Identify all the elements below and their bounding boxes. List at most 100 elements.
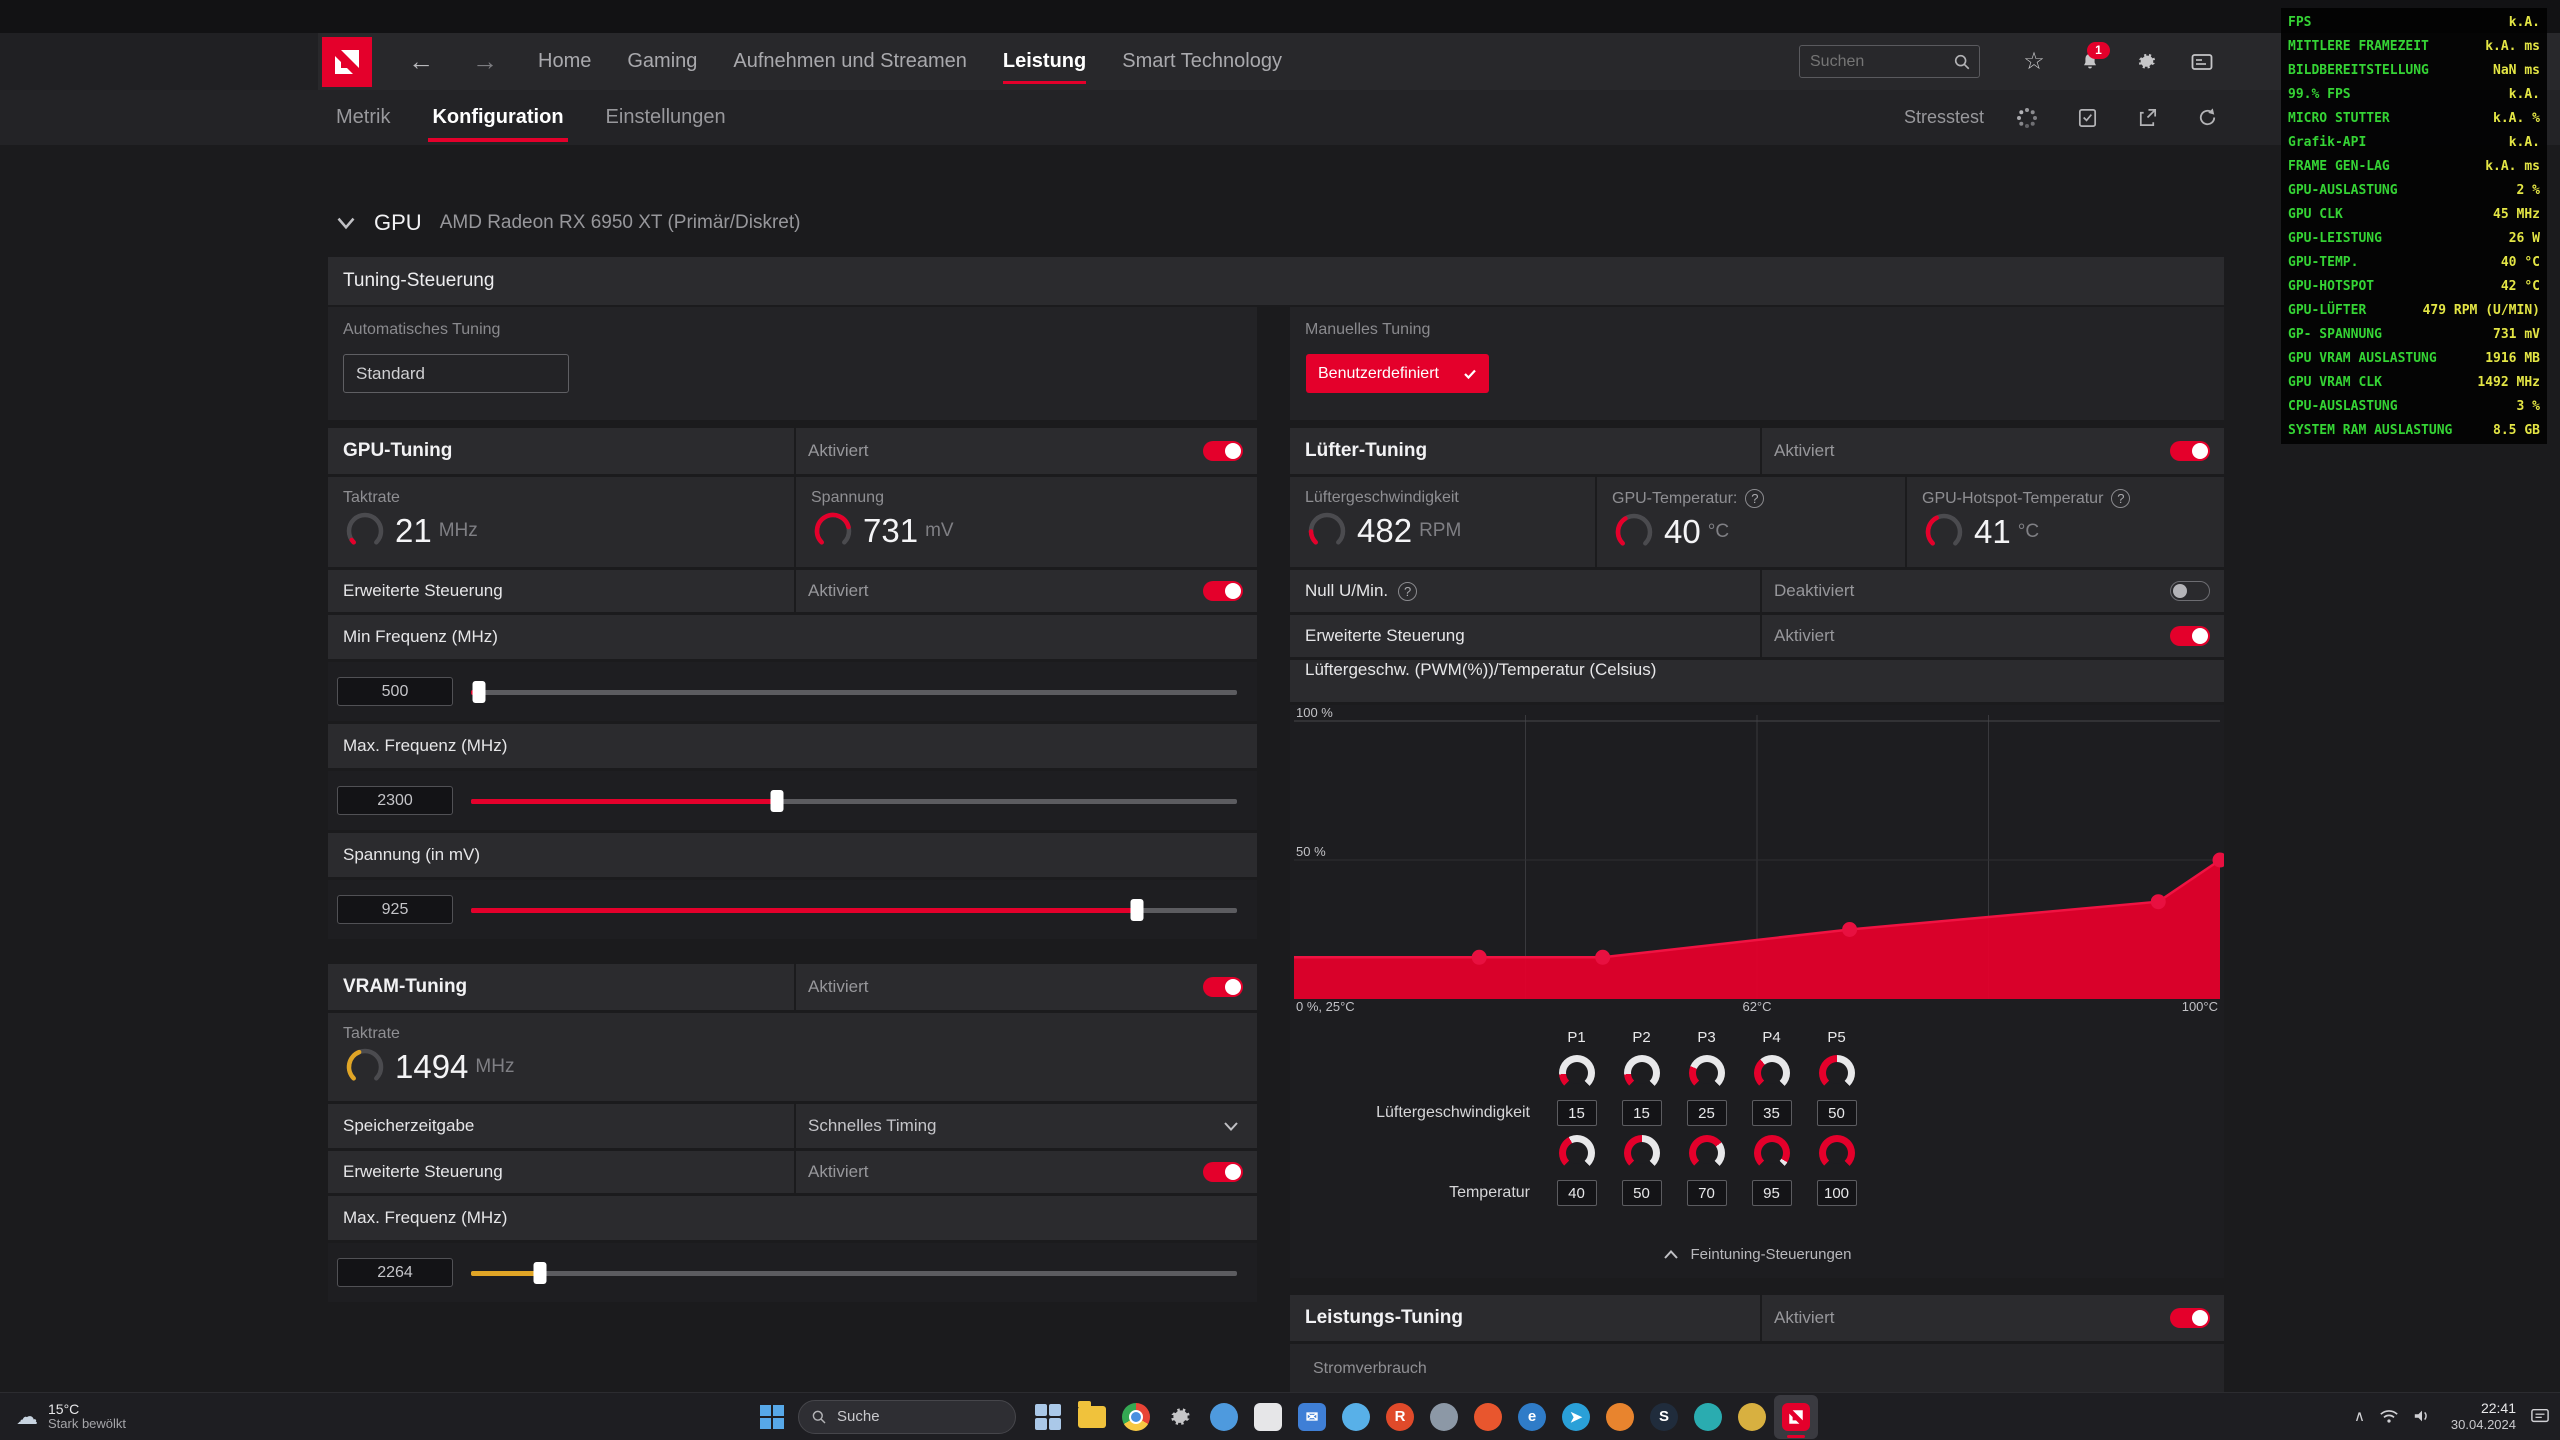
app-grey-icon[interactable] [1422, 1395, 1466, 1439]
slider-value-input[interactable]: 925 [337, 895, 453, 924]
chrome-icon[interactable] [1114, 1395, 1158, 1439]
brave-icon[interactable] [1466, 1395, 1510, 1439]
help-icon[interactable]: ? [1745, 489, 1765, 508]
vram-advanced-toggle[interactable] [1203, 1162, 1243, 1182]
app-r-icon[interactable]: R [1378, 1395, 1422, 1439]
subnav-tab-metrik[interactable]: Metrik [336, 106, 391, 128]
stresstest-spinner-icon[interactable] [2010, 98, 2044, 138]
share-export-icon[interactable] [2130, 98, 2164, 138]
media-icon[interactable] [1730, 1395, 1774, 1439]
settings-icon[interactable] [1158, 1395, 1202, 1439]
fan-point-knob[interactable] [1623, 1055, 1660, 1091]
fan-speed-value-input[interactable]: 15 [1556, 1100, 1597, 1126]
gpu-tuning-toggle[interactable] [1203, 441, 1243, 461]
custom-tuning-button[interactable]: Benutzerdefiniert [1306, 354, 1489, 393]
fan-point-knob[interactable] [1688, 1055, 1725, 1091]
subnav-tab-einstellungen[interactable]: Einstellungen [605, 106, 726, 128]
fan-point-knob[interactable] [1818, 1055, 1855, 1091]
help-icon[interactable]: ? [2111, 489, 2131, 508]
fan-speed-value-input[interactable]: 35 [1751, 1100, 1792, 1126]
slider-track[interactable] [471, 1261, 1237, 1284]
amd-software-icon[interactable] [1774, 1394, 1818, 1439]
topnav-item-gaming[interactable]: Gaming [627, 50, 698, 72]
checklist-icon[interactable] [2070, 98, 2104, 138]
tray-expand-icon[interactable]: ∧ [2353, 1408, 2365, 1426]
fan-point-knob[interactable] [1558, 1135, 1595, 1171]
fan-temp-value-input[interactable]: 70 [1686, 1180, 1727, 1206]
volume-icon[interactable] [2413, 1408, 2431, 1424]
chevron-down-icon[interactable] [336, 216, 356, 230]
whiteboard-app-icon[interactable] [1246, 1395, 1290, 1439]
fan-curve-point-P1[interactable] [1471, 949, 1487, 965]
fan-temp-value-input[interactable]: 95 [1751, 1180, 1792, 1206]
slider-value-input[interactable]: 500 [337, 677, 453, 706]
profile-card-icon[interactable] [2174, 42, 2230, 82]
forward-arrow-icon[interactable]: → [472, 46, 498, 76]
zero-rpm-toggle[interactable] [2170, 581, 2210, 601]
steam-icon[interactable]: S [1642, 1395, 1686, 1439]
slider-handle[interactable] [472, 680, 486, 703]
help-icon[interactable]: ? [1398, 581, 1418, 601]
taskbar-search[interactable]: Suche [798, 1399, 1016, 1434]
back-arrow-icon[interactable]: ← [408, 46, 434, 76]
topbar-search[interactable] [1799, 45, 1980, 78]
gpu-advanced-toggle[interactable] [1203, 581, 1243, 601]
fan-point-knob[interactable] [1753, 1055, 1790, 1091]
notifications-bell-icon[interactable]: 1 [2062, 41, 2118, 82]
vram-timing-dropdown[interactable]: Schnelles Timing [794, 1104, 1257, 1148]
fan-point-knob[interactable] [1623, 1135, 1660, 1171]
subnav-tab-konfiguration[interactable]: Konfiguration [428, 90, 568, 145]
reset-icon[interactable] [2190, 98, 2224, 138]
fan-curve-point-P3[interactable] [1842, 922, 1858, 937]
fine-tuning-collapse[interactable]: Feintuning-Steuerungen [1290, 1230, 2224, 1278]
auto-tuning-dropdown[interactable]: Standard [343, 354, 569, 393]
slider-handle[interactable] [1130, 898, 1144, 921]
favorites-star-icon[interactable]: ☆ [2023, 47, 2045, 75]
fan-temp-value-input[interactable]: 100 [1816, 1180, 1857, 1206]
fan-tuning-toggle[interactable] [2170, 441, 2210, 461]
power-tuning-toggle[interactable] [2170, 1308, 2210, 1328]
mail-icon[interactable]: ✉ [1290, 1395, 1334, 1439]
app-teal-icon[interactable] [1686, 1395, 1730, 1439]
fan-speed-value-input[interactable]: 50 [1816, 1100, 1857, 1126]
slider-value-input[interactable]: 2300 [337, 786, 453, 815]
slider-handle[interactable] [770, 789, 784, 812]
notification-center-icon[interactable] [2530, 1407, 2550, 1425]
fan-curve-point-P2[interactable] [1595, 949, 1611, 965]
search-input[interactable] [1808, 51, 1953, 72]
edge-icon[interactable]: e [1510, 1395, 1554, 1439]
slider-track[interactable] [471, 680, 1237, 703]
fan-point-knob[interactable] [1558, 1055, 1595, 1091]
task-view-icon[interactable] [1026, 1395, 1070, 1439]
topnav-item-home[interactable]: Home [538, 50, 592, 72]
slider-value-input[interactable]: 2264 [337, 1258, 453, 1287]
settings-gear-icon[interactable] [2118, 42, 2174, 82]
topnav-item-smart-technology[interactable]: Smart Technology [1122, 50, 1282, 72]
slider-track[interactable] [471, 898, 1237, 921]
file-explorer-icon[interactable] [1070, 1395, 1114, 1439]
taskbar-weather-widget[interactable]: ☁ 15°C Stark bewölkt [16, 1401, 246, 1432]
store-icon[interactable] [1334, 1395, 1378, 1439]
fan-curve-point-P5[interactable] [2212, 852, 2225, 868]
start-button[interactable] [752, 1397, 792, 1437]
fan-point-knob[interactable] [1818, 1135, 1855, 1171]
display-app-icon[interactable] [1202, 1395, 1246, 1439]
amd-logo[interactable] [322, 36, 372, 87]
firefox-icon[interactable] [1598, 1395, 1642, 1439]
slider-handle[interactable] [533, 1261, 547, 1284]
telegram-icon[interactable]: ➤ [1554, 1395, 1598, 1439]
taskbar-clock[interactable]: 22:41 30.04.2024 [2451, 1400, 2516, 1432]
wifi-icon[interactable] [2379, 1408, 2399, 1424]
topnav-item-leistung[interactable]: Leistung [1002, 33, 1087, 90]
fan-advanced-toggle[interactable] [2170, 626, 2210, 646]
fan-speed-value-input[interactable]: 15 [1621, 1100, 1662, 1126]
fan-curve-point-P4[interactable] [2150, 894, 2166, 910]
fan-speed-value-input[interactable]: 25 [1686, 1100, 1727, 1126]
fan-point-knob[interactable] [1688, 1135, 1725, 1171]
topnav-item-aufnehmen-und-streamen[interactable]: Aufnehmen und Streamen [733, 50, 967, 72]
fan-point-knob[interactable] [1753, 1135, 1790, 1171]
slider-track[interactable] [471, 789, 1237, 812]
fan-temp-value-input[interactable]: 40 [1556, 1180, 1597, 1206]
vram-tuning-toggle[interactable] [1203, 977, 1243, 997]
fan-temp-value-input[interactable]: 50 [1621, 1180, 1662, 1206]
